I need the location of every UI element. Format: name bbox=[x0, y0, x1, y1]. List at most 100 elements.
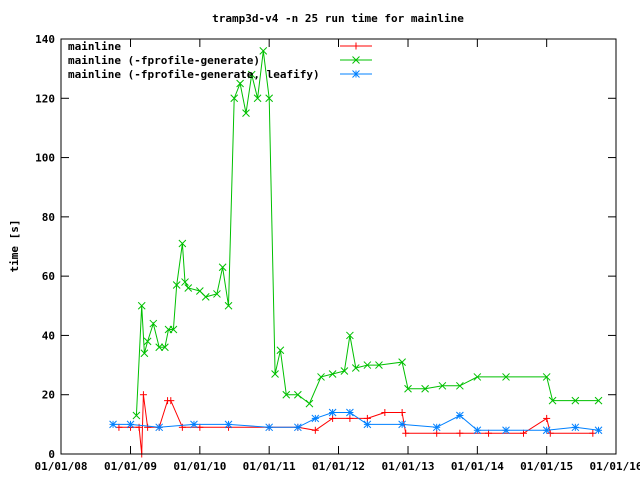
data-point bbox=[317, 373, 325, 381]
data-point bbox=[398, 409, 406, 416]
data-point bbox=[265, 423, 274, 432]
data-point bbox=[143, 337, 152, 346]
chart-title: tramp3d-v4 -n 25 run time for mainline bbox=[212, 12, 464, 25]
axes: 0 20 40 60 80 100 120 140 01/01/08 01/01/09 01/01/… bbox=[35, 33, 640, 473]
data-point bbox=[473, 373, 482, 381]
data-point bbox=[109, 420, 117, 429]
data-point bbox=[363, 414, 371, 422]
data-point bbox=[184, 284, 193, 292]
data-point bbox=[155, 343, 164, 352]
data-point bbox=[224, 301, 233, 310]
data-point bbox=[542, 426, 551, 435]
plot-area bbox=[109, 47, 603, 458]
legend-swatch-marker bbox=[352, 70, 360, 78]
data-point bbox=[242, 109, 250, 117]
data-point bbox=[433, 429, 441, 437]
y-tick-label: 80 bbox=[42, 211, 55, 224]
data-point bbox=[375, 361, 383, 369]
series-3 bbox=[109, 408, 603, 435]
data-point bbox=[181, 278, 189, 286]
data-point bbox=[404, 384, 412, 393]
data-point bbox=[140, 349, 149, 358]
legend-swatch-marker bbox=[352, 42, 360, 50]
data-point bbox=[543, 414, 551, 422]
data-point bbox=[195, 287, 204, 295]
data-point bbox=[224, 420, 233, 429]
series-1 bbox=[115, 391, 597, 458]
data-point bbox=[402, 429, 410, 437]
data-point bbox=[329, 414, 337, 422]
data-point bbox=[346, 414, 354, 422]
data-point bbox=[293, 423, 302, 432]
data-point bbox=[178, 239, 187, 248]
data-point bbox=[432, 423, 441, 432]
data-point bbox=[421, 384, 429, 393]
data-point bbox=[305, 399, 314, 408]
data-point bbox=[340, 367, 349, 375]
data-point bbox=[520, 429, 527, 437]
data-point bbox=[139, 391, 147, 399]
data-point bbox=[363, 361, 372, 369]
data-point bbox=[169, 325, 178, 334]
y-tick-label: 120 bbox=[35, 92, 55, 105]
data-point bbox=[346, 408, 354, 417]
data-point bbox=[594, 426, 603, 435]
data-point bbox=[132, 411, 141, 420]
data-point bbox=[190, 420, 198, 429]
data-point bbox=[144, 423, 152, 431]
x-tick-label: 01/01/10 bbox=[173, 460, 226, 473]
data-point bbox=[485, 429, 493, 437]
y-tick-label: 60 bbox=[42, 270, 55, 283]
data-point bbox=[213, 290, 221, 298]
data-point bbox=[502, 426, 510, 435]
data-point bbox=[282, 390, 291, 399]
data-point bbox=[155, 423, 164, 432]
data-point bbox=[172, 281, 181, 289]
data-point bbox=[571, 396, 580, 405]
data-point bbox=[311, 414, 320, 423]
data-point bbox=[236, 79, 244, 88]
data-point bbox=[271, 370, 279, 378]
series-2 bbox=[132, 47, 603, 420]
series-line bbox=[135, 50, 599, 416]
data-point bbox=[594, 396, 603, 405]
plot-frame bbox=[60, 38, 617, 455]
data-point bbox=[548, 396, 557, 405]
y-tick-label: 20 bbox=[42, 389, 55, 402]
x-tick-label: 01/01/11 bbox=[243, 460, 296, 473]
x-tick-label: 01/01/16 bbox=[590, 460, 640, 473]
data-point bbox=[398, 420, 406, 429]
data-point bbox=[311, 426, 319, 434]
data-point bbox=[265, 94, 274, 103]
legend-label: mainline (-fprofile-generate) bbox=[68, 54, 260, 67]
data-point bbox=[363, 420, 372, 429]
legend-swatch-marker bbox=[352, 56, 360, 64]
y-tick-label: 100 bbox=[35, 152, 55, 165]
data-point bbox=[230, 94, 239, 103]
data-point bbox=[259, 47, 268, 55]
data-point bbox=[473, 426, 482, 435]
x-tick-label: 01/01/08 bbox=[35, 460, 88, 473]
data-point bbox=[456, 429, 464, 437]
data-point bbox=[456, 381, 464, 390]
data-point bbox=[161, 343, 169, 352]
data-point bbox=[126, 420, 135, 429]
x-tick-label: 01/01/15 bbox=[520, 460, 573, 473]
data-point bbox=[253, 94, 262, 103]
data-point bbox=[571, 423, 580, 432]
data-point bbox=[542, 373, 551, 381]
data-point bbox=[328, 370, 337, 378]
x-tick-label: 01/01/13 bbox=[382, 460, 435, 473]
legend-label: mainline (-fprofile-generate, leafify) bbox=[68, 68, 320, 81]
y-tick-label: 140 bbox=[35, 33, 55, 46]
y-axis-label: time [s] bbox=[8, 220, 21, 273]
data-point bbox=[351, 364, 360, 372]
data-point bbox=[137, 301, 146, 310]
x-tick-label: 01/01/09 bbox=[104, 460, 157, 473]
data-point bbox=[456, 411, 464, 420]
data-point bbox=[438, 381, 447, 390]
x-tick-label: 01/01/14 bbox=[451, 460, 504, 473]
data-point bbox=[247, 70, 256, 79]
y-tick-label: 40 bbox=[42, 329, 55, 342]
